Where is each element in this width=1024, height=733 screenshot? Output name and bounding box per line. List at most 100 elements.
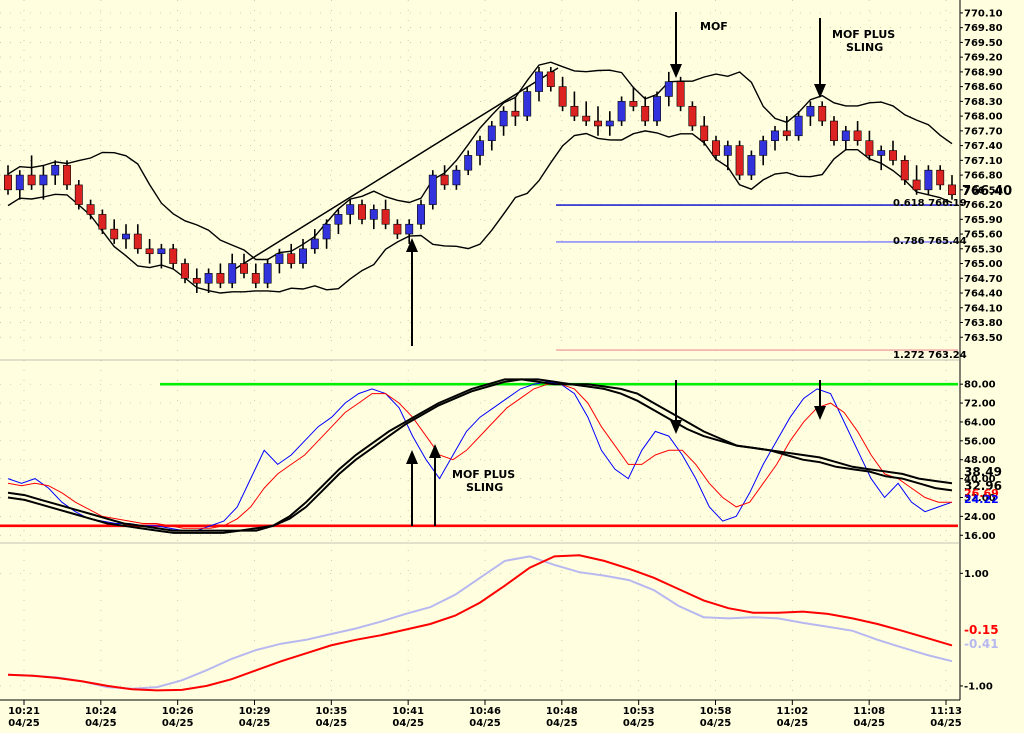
candles [4,66,956,294]
candle-up [924,169,933,191]
candle-down [912,179,921,191]
price-tick-label: 767.40 [964,141,1003,152]
x-tick-date: 04/25 [546,718,578,729]
candle-up [771,130,779,141]
stoch-tick-label: 48.00 [964,455,996,466]
price-tick-label: 770.10 [964,8,1003,19]
lower-band [7,130,953,294]
candle-down [63,164,71,186]
candle-down [181,263,189,279]
stoch-series-1 [7,383,952,529]
candle-up [487,125,496,141]
stoch-value-4: 24.22 [964,493,999,506]
candle-down [889,150,897,161]
candle-down [98,214,107,230]
candle-up [417,204,425,225]
candle-down [712,140,720,156]
candle-down [381,209,390,225]
price-tick-label: 765.90 [964,215,1003,226]
annotation-stoch-sling: SLING [466,481,503,494]
candle-up [499,110,508,127]
osc-tick-label: -1.00 [964,681,993,692]
stoch-down-arrow-1-head [670,420,682,434]
x-tick-date: 04/25 [623,718,655,729]
x-tick-date: 04/25 [700,718,732,729]
stoch-series-0 [7,381,953,532]
x-tick-time: 10:58 [700,706,732,717]
price-tick-label: 768.90 [964,67,1003,78]
candle-down [853,130,862,141]
candle-up [322,223,331,240]
price-tick-label: 769.50 [964,38,1003,49]
stoch-tick-label: 24.00 [964,512,996,523]
up-arrow-price-head [406,238,418,252]
x-tick-date: 04/25 [930,718,962,729]
stoch-tick-label: 80.00 [964,380,996,391]
annotation-arrows [406,12,826,526]
candle-down [582,115,591,122]
price-tick-label: 765.00 [964,259,1003,270]
candle-down [287,253,296,264]
annotation-stoch-mof-plus: MOF PLUS [452,468,515,481]
candle-down [936,169,945,186]
candle-down [145,248,154,255]
x-tick-time: 10:46 [469,706,501,717]
annotation-mof-plus: MOF PLUS [832,28,895,41]
candle-up [346,204,355,215]
candle-up [204,273,213,284]
fib-levels [556,204,958,351]
x-tick-date: 04/25 [162,718,194,729]
candle-up [723,145,732,156]
trend-line [229,67,559,273]
candle-down [251,273,260,284]
candle-down [641,105,650,122]
candle-up [653,96,661,122]
x-tick-date: 04/25 [392,718,424,729]
candle-up [464,155,473,171]
stoch-series-3 [7,378,953,534]
candle-down [629,101,638,107]
candle-down [358,204,366,220]
oscillator-lines [7,554,953,692]
stoch-value-1: 38.49 [964,465,1002,479]
candle-down [240,263,248,274]
stoch-up-arrow-1-head [406,450,418,464]
candle-down [27,174,36,186]
candle-down [570,105,579,117]
stoch-tick-label: 72.00 [964,399,996,410]
candle-down [700,125,709,141]
candle-up [841,130,850,141]
x-tick-time: 10:21 [8,706,40,717]
last-price-label: 766.40 [962,184,1012,199]
upper-band [7,61,953,261]
candle-down [676,81,685,107]
candle-down [948,184,956,196]
fib-618-label: 0.618 766.19 [893,198,967,209]
candle-down [735,145,744,176]
candle-up [428,174,437,205]
stoch-up-arrow-2-head [429,444,441,458]
candle-down [782,130,791,137]
stochastic-lines [7,378,953,534]
x-tick-date: 04/25 [85,718,117,729]
price-tick-label: 769.20 [964,53,1003,64]
price-tick-label: 764.70 [964,274,1003,285]
price-tick-label: 767.10 [964,156,1003,167]
candle-up [476,140,484,156]
candle-up [759,140,768,156]
x-tick-time: 10:41 [392,706,424,717]
candle-up [122,233,130,240]
candle-up [806,105,815,117]
x-tick-time: 11:08 [853,706,885,717]
candle-up [605,120,614,127]
candle-up [535,71,543,92]
x-tick-time: 10:26 [162,706,194,717]
fib-786-label: 0.786 765.44 [893,236,967,247]
candle-up [299,248,307,264]
price-tick-label: 768.30 [964,97,1003,108]
x-tick-time: 10:53 [623,706,655,717]
candle-down [86,204,95,215]
candle-down [440,174,449,186]
price-tick-label: 763.80 [964,318,1003,329]
annotation-mof: MOF [700,20,728,33]
